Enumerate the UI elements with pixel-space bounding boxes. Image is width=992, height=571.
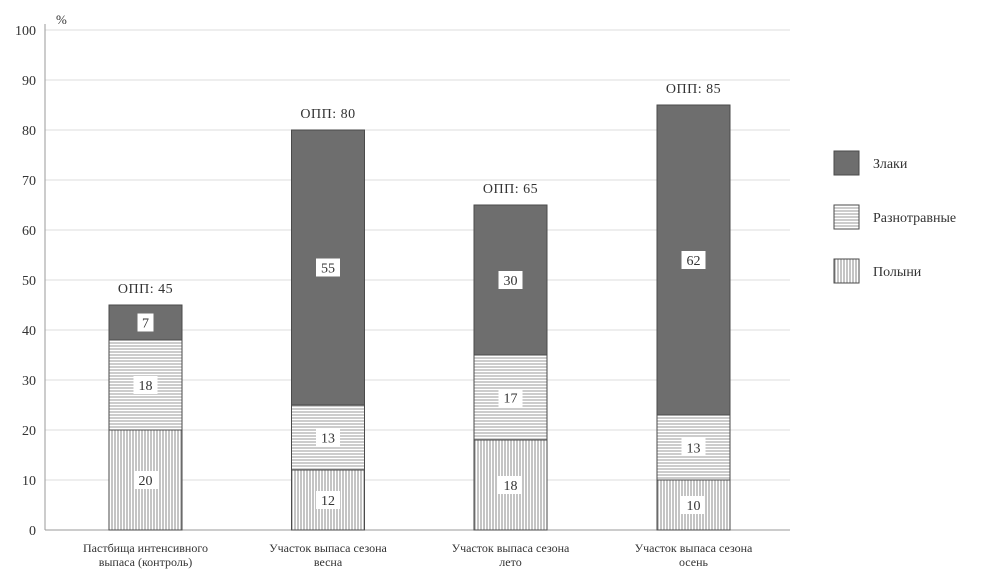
data-label-box: [498, 388, 523, 407]
y-tick-label: 0: [29, 524, 36, 539]
y-tick-label: 80: [22, 124, 36, 139]
data-label: 18: [139, 379, 153, 394]
total-label: ОПП: 80: [300, 107, 355, 122]
y-tick-label: 60: [22, 224, 36, 239]
x-tick-label: Участок выпаса сезона: [635, 541, 753, 555]
data-label-box: [133, 376, 158, 394]
data-label-box: [316, 491, 340, 509]
data-label-box: [316, 258, 340, 277]
data-label: 12: [321, 494, 335, 509]
data-label: 7: [142, 317, 149, 332]
data-label-box: [681, 438, 706, 457]
x-tick-label: Участок выпаса сезона: [269, 541, 387, 555]
x-tick-label: весна: [314, 555, 343, 569]
data-label-box: [137, 313, 154, 332]
x-tick-label: лето: [499, 555, 521, 569]
legend: Злаки Разнотравные Полыни: [833, 150, 956, 284]
total-label: ОПП: 65: [483, 182, 538, 197]
legend-swatch: [833, 150, 860, 176]
legend-swatch: [833, 258, 860, 284]
data-label-box: [498, 271, 523, 289]
data-label: 55: [321, 262, 335, 277]
y-tick-label: 30: [22, 374, 36, 389]
data-label: 20: [139, 474, 153, 489]
total-label: ОПП: 45: [118, 282, 173, 297]
total-label: ОПП: 85: [666, 82, 721, 97]
data-label-box: [133, 471, 158, 489]
axes: 0 10 20 30 40 50 60 70 80 90 100%: [15, 12, 790, 539]
legend-label: Полыни: [873, 265, 922, 280]
y-tick-label: 100: [15, 24, 36, 39]
y-tick-label: 20: [22, 424, 36, 439]
legend-swatch: [833, 204, 860, 230]
x-tick-label: осень: [679, 555, 709, 569]
y-tick-label: 50: [22, 274, 36, 289]
bar-segment: [656, 414, 731, 481]
legend-label: Разнотравные: [873, 211, 956, 226]
data-label-box: [316, 428, 340, 447]
y-tick-label: 40: [22, 324, 36, 339]
y-tick-label: 10: [22, 474, 36, 489]
bars: [108, 104, 731, 531]
data-label: 62: [687, 254, 701, 269]
y-tick-label: 70: [22, 174, 36, 189]
data-label-box: [681, 496, 706, 514]
data-label: 13: [687, 442, 701, 457]
data-label: 30: [504, 274, 518, 289]
x-tick-label: Участок выпаса сезона: [452, 541, 570, 555]
data-labels: 20 18 7 ОПП: 45 Пастбища интенсивноговыпаса …: [83, 82, 753, 569]
data-label-box: [498, 476, 523, 494]
x-tick-label: Пастбища интенсивного: [83, 541, 208, 555]
data-label: 13: [321, 432, 335, 447]
data-label-box: [681, 251, 706, 269]
y-axis-unit: %: [56, 12, 67, 27]
data-label: 17: [504, 392, 518, 407]
x-tick-label: выпаса (контроль): [99, 555, 193, 569]
data-label: 18: [504, 479, 518, 494]
legend-label: Злаки: [873, 157, 908, 172]
data-label: 10: [687, 499, 701, 514]
y-tick-label: 90: [22, 74, 36, 89]
